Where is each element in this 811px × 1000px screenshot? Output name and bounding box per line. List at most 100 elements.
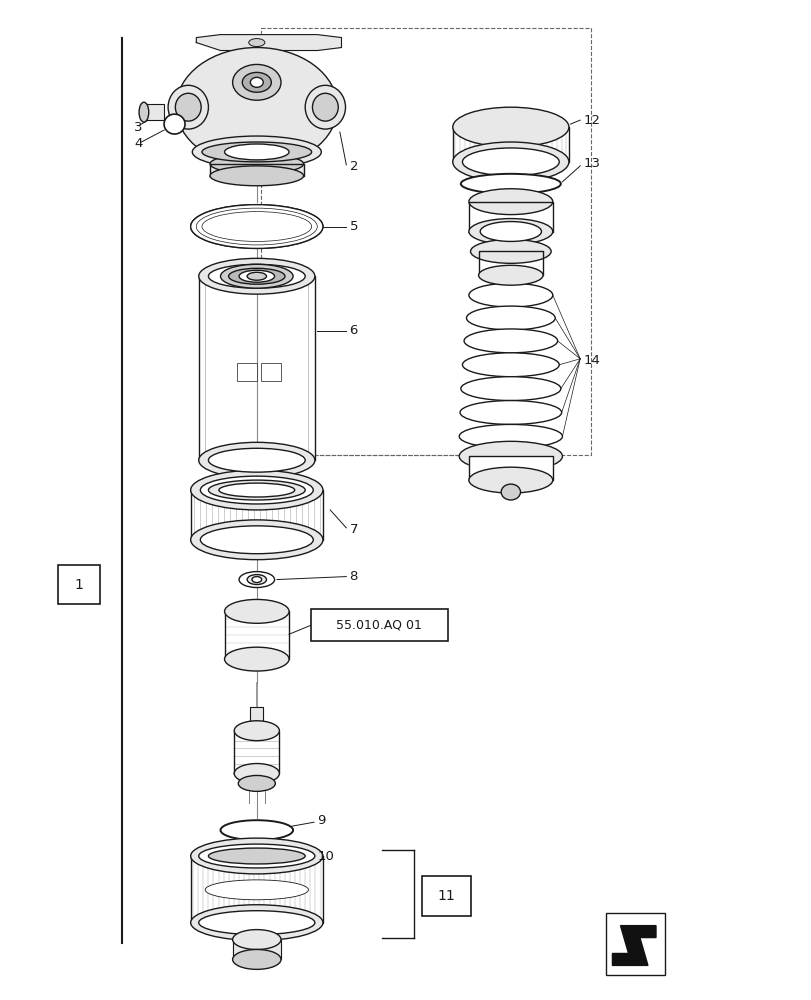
Ellipse shape bbox=[191, 205, 323, 248]
Ellipse shape bbox=[312, 93, 338, 121]
Ellipse shape bbox=[464, 329, 557, 353]
Ellipse shape bbox=[191, 838, 323, 874]
Ellipse shape bbox=[202, 142, 311, 162]
Ellipse shape bbox=[175, 93, 201, 121]
Ellipse shape bbox=[453, 142, 569, 182]
Ellipse shape bbox=[202, 212, 311, 241]
Ellipse shape bbox=[234, 721, 279, 741]
Ellipse shape bbox=[247, 272, 266, 280]
Ellipse shape bbox=[199, 844, 315, 868]
Ellipse shape bbox=[176, 48, 337, 167]
Ellipse shape bbox=[199, 442, 315, 478]
Ellipse shape bbox=[164, 114, 185, 134]
Ellipse shape bbox=[305, 85, 345, 129]
Ellipse shape bbox=[208, 264, 305, 288]
Ellipse shape bbox=[453, 107, 569, 147]
Text: 2: 2 bbox=[349, 160, 358, 173]
Polygon shape bbox=[191, 490, 323, 540]
Ellipse shape bbox=[479, 222, 541, 241]
Text: 13: 13 bbox=[582, 157, 599, 170]
Ellipse shape bbox=[460, 401, 561, 424]
Ellipse shape bbox=[192, 136, 321, 168]
Text: 10: 10 bbox=[317, 850, 334, 863]
Ellipse shape bbox=[191, 905, 323, 941]
Ellipse shape bbox=[191, 205, 323, 248]
Bar bbox=[144, 104, 164, 120]
Ellipse shape bbox=[199, 911, 315, 935]
Ellipse shape bbox=[168, 85, 208, 129]
Ellipse shape bbox=[208, 848, 305, 864]
Text: 6: 6 bbox=[349, 324, 358, 337]
Text: 4: 4 bbox=[134, 137, 143, 150]
Ellipse shape bbox=[238, 775, 275, 791]
Polygon shape bbox=[478, 251, 543, 275]
Polygon shape bbox=[199, 276, 315, 460]
Ellipse shape bbox=[251, 577, 261, 583]
Ellipse shape bbox=[466, 306, 555, 330]
Ellipse shape bbox=[468, 467, 552, 493]
Ellipse shape bbox=[468, 283, 552, 307]
Ellipse shape bbox=[200, 476, 313, 504]
Text: 55.010.AQ 01: 55.010.AQ 01 bbox=[336, 619, 422, 632]
Text: 7: 7 bbox=[349, 523, 358, 536]
Text: 5: 5 bbox=[349, 220, 358, 233]
Ellipse shape bbox=[191, 470, 323, 510]
Text: 9: 9 bbox=[317, 814, 325, 827]
Ellipse shape bbox=[221, 820, 293, 840]
Ellipse shape bbox=[232, 930, 281, 949]
Ellipse shape bbox=[238, 270, 274, 282]
Ellipse shape bbox=[232, 949, 281, 969]
Polygon shape bbox=[468, 456, 552, 480]
Ellipse shape bbox=[225, 144, 289, 160]
Ellipse shape bbox=[191, 520, 323, 560]
Ellipse shape bbox=[461, 174, 560, 194]
Polygon shape bbox=[250, 707, 263, 721]
Ellipse shape bbox=[139, 102, 148, 122]
Polygon shape bbox=[611, 926, 655, 965]
Text: 12: 12 bbox=[582, 114, 599, 127]
Polygon shape bbox=[225, 611, 289, 659]
Polygon shape bbox=[210, 164, 303, 176]
Text: 1: 1 bbox=[75, 578, 84, 592]
Text: 3: 3 bbox=[134, 121, 143, 134]
Ellipse shape bbox=[200, 526, 313, 554]
Ellipse shape bbox=[208, 448, 305, 472]
Polygon shape bbox=[234, 731, 279, 773]
Ellipse shape bbox=[468, 219, 552, 244]
Text: 8: 8 bbox=[349, 570, 358, 583]
Text: 11: 11 bbox=[437, 889, 455, 903]
Ellipse shape bbox=[229, 268, 285, 284]
Ellipse shape bbox=[242, 72, 271, 92]
Ellipse shape bbox=[461, 377, 560, 401]
Ellipse shape bbox=[232, 64, 281, 100]
Ellipse shape bbox=[225, 599, 289, 623]
Ellipse shape bbox=[459, 441, 562, 471]
Bar bbox=[236, 363, 256, 381]
Bar bbox=[605, 913, 664, 975]
Ellipse shape bbox=[225, 647, 289, 671]
Ellipse shape bbox=[199, 258, 315, 294]
Polygon shape bbox=[468, 202, 552, 232]
Ellipse shape bbox=[459, 424, 562, 448]
Bar bbox=[422, 876, 470, 916]
Bar bbox=[311, 609, 448, 641]
Ellipse shape bbox=[470, 239, 551, 263]
Polygon shape bbox=[196, 35, 341, 51]
Polygon shape bbox=[191, 856, 323, 923]
Bar bbox=[260, 363, 281, 381]
Ellipse shape bbox=[234, 764, 279, 783]
Ellipse shape bbox=[248, 39, 264, 47]
Polygon shape bbox=[453, 127, 569, 162]
Ellipse shape bbox=[221, 264, 293, 288]
Ellipse shape bbox=[247, 575, 266, 585]
Ellipse shape bbox=[205, 880, 308, 900]
Ellipse shape bbox=[210, 166, 303, 186]
Ellipse shape bbox=[238, 572, 274, 588]
Ellipse shape bbox=[208, 480, 305, 500]
Ellipse shape bbox=[210, 154, 303, 174]
Ellipse shape bbox=[462, 353, 559, 377]
Bar bbox=[58, 565, 100, 604]
Ellipse shape bbox=[500, 484, 520, 500]
Ellipse shape bbox=[468, 189, 552, 215]
Ellipse shape bbox=[219, 483, 294, 497]
